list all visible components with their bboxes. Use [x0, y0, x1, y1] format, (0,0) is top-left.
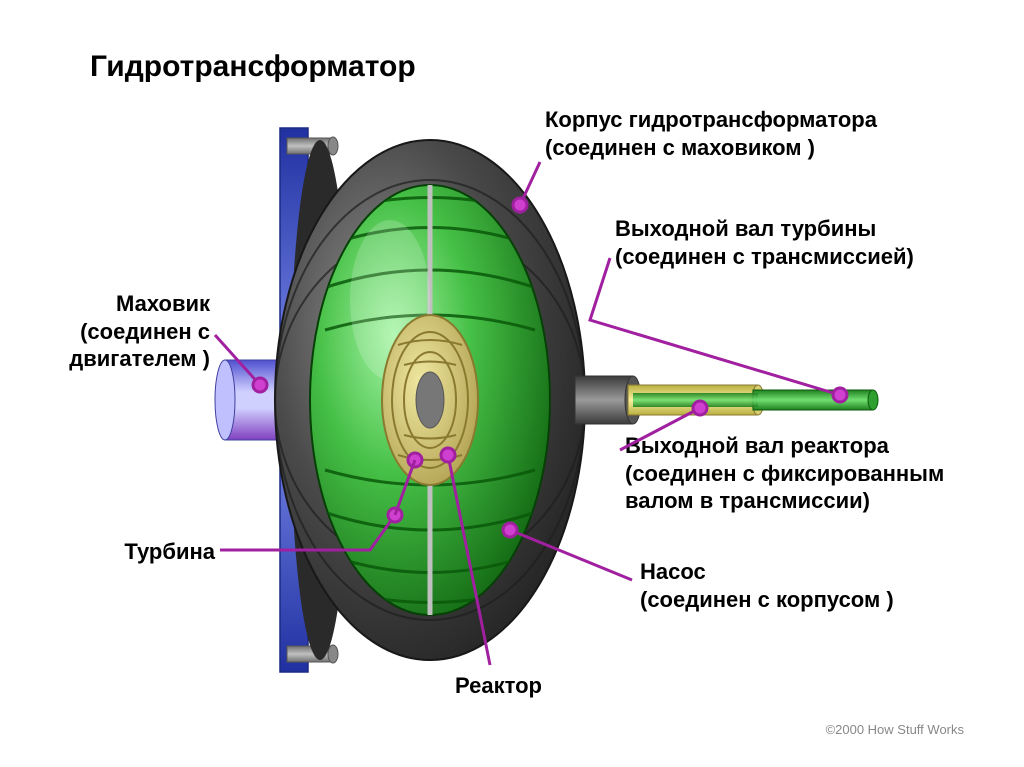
output-shafts	[575, 376, 878, 424]
torque-converter-diagram	[0, 0, 1024, 767]
reactor	[382, 315, 478, 485]
